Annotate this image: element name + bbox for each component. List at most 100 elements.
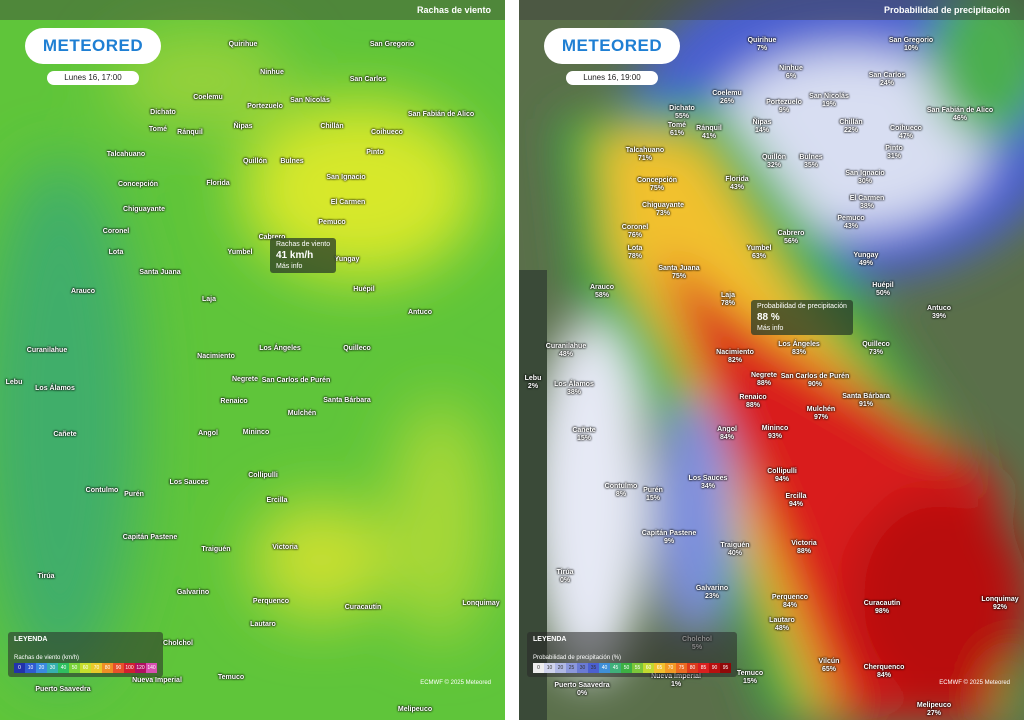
place-value: 38% [859,203,874,210]
place-value: 35% [803,162,818,169]
place-label: San Ignacio [326,174,365,182]
place-name: Tomé [148,126,168,133]
place-name: Laja [201,296,217,303]
place-label: Mulchén [288,410,316,418]
place-name: Mulchén [287,410,317,417]
place-label: Portezuelo [247,103,283,111]
place-value: 75% [671,273,686,280]
place-label: Laja [202,296,216,304]
place-value: 61% [669,130,684,137]
place-value: 15% [742,678,758,685]
place-name: Ninhue [779,65,803,72]
place-label: San Gregorio 10% [889,37,933,53]
more-info-link[interactable]: Más info [276,263,303,270]
place-label: Bulnes 35% [799,154,822,170]
legend-swatch: 120 [135,663,146,673]
place-name: Perquenco [252,598,290,605]
tooltip-title: Rachas de viento [276,241,331,248]
legend-swatch: 20 [36,663,47,673]
more-info-link[interactable]: Más info [757,325,784,332]
place-value: 93% [767,433,783,440]
place-label: Laja 78% [721,292,735,308]
place-name: San Carlos de Purén [780,373,850,380]
place-value: 65% [821,666,837,673]
place-label: Ñipas [233,123,252,131]
place-value: 10% [903,45,918,52]
place-name: Yungay [853,252,879,259]
place-value: 1% [670,681,682,688]
place-value: 41% [701,133,717,140]
place-name: Los Álamos [35,385,75,392]
place-label: Quirihue [229,41,258,49]
place-name: El Carmen [330,199,366,206]
place-label: Ñipas 14% [752,119,771,135]
place-label: Quirihue 7% [748,37,777,53]
place-value: 92% [992,604,1007,611]
place-label: Cabrero [259,234,286,242]
place-name: Puerto Saavedra [554,682,610,689]
place-name: Santa Juana [139,269,181,276]
place-value: 9% [663,538,675,545]
legend-swatch: 45 [610,663,621,673]
place-name: Puerto Saavedra [35,686,91,693]
place-label: Renaico 88% [739,394,766,410]
place-value: 55% [674,113,690,120]
place-value: 75% [649,185,664,192]
place-label: Antuco 39% [927,305,951,321]
place-label: Quilleco 73% [862,341,890,357]
place-name: Angol [198,430,218,437]
place-name: Renaico [739,394,767,401]
place-name: Ñipas [752,119,772,126]
place-label: Traiguén 40% [720,542,749,558]
legend: LEYENDA Rachas de viento (km/h) 0 10 20 30 40 5… [8,632,163,677]
legend-swatch: 25 [566,663,577,673]
place-name: Traiguén [201,546,231,553]
place-value: 38% [566,389,581,396]
tooltip: Rachas de viento 41 km/h Más info [270,238,337,273]
place-value: 43% [843,223,859,230]
place-name: Curacautín [344,604,382,611]
place-label: Puerto Saavedra 0% [554,682,609,698]
place-name: Temuco [217,674,245,681]
place-name: Negrete [231,376,259,383]
legend-title: Probabilidad de precipitación (%) [533,655,622,661]
place-name: Tirúa [556,569,574,576]
place-label: Lonquimay 92% [981,596,1018,612]
legend-swatch: 0 [533,663,544,673]
place-name: Curanilahue [545,343,587,350]
place-name: Angol [717,426,737,433]
place-name: Cabrero [259,234,286,242]
place-name: Contulmo [604,483,638,490]
legend-swatch: 60 [80,663,91,673]
place-label: Mininco 93% [762,425,788,441]
place-label: Lautaro 48% [769,617,795,633]
place-name: Pemuco [837,215,865,222]
place-name: Antuco [407,309,433,316]
place-name: Mulchén [806,406,836,413]
place-label: Yumbel 63% [747,245,772,261]
legend-scale: 0 10 20 25 30 35 40 45 50 55 60 65 70 75 80 85 90 95 [533,663,731,673]
place-label: Los Sauces 34% [689,475,728,491]
place-label: Negrete 88% [751,372,777,388]
place-name: San Nicolás [809,93,849,100]
place-name: Traiguén [720,542,750,549]
tooltip-title: Probabilidad de precipitación [757,303,847,310]
place-label: Santa Bárbara 91% [842,393,889,409]
place-name: Cañete [53,431,77,438]
place-name: Arauco [589,284,615,291]
place-label: Lonquimay [462,600,499,608]
place-name: Bulnes [280,158,304,165]
place-label: Capitán Pastene [123,534,177,542]
place-label: Los Ángeles 83% [778,341,820,357]
legend-swatch: 60 [643,663,654,673]
place-label: Talcahuano 71% [626,147,664,163]
place-label: Victoria 88% [791,540,817,556]
place-name: Concepción [117,181,159,188]
place-label: Chiguayante [123,206,165,214]
place-name: Pinto [366,149,384,156]
place-name: Quillón [242,158,268,165]
place-value: 71% [637,155,653,162]
place-name: Victoria [791,540,817,547]
place-label: Angol 84% [717,426,737,442]
place-name: Arauco [70,288,96,295]
